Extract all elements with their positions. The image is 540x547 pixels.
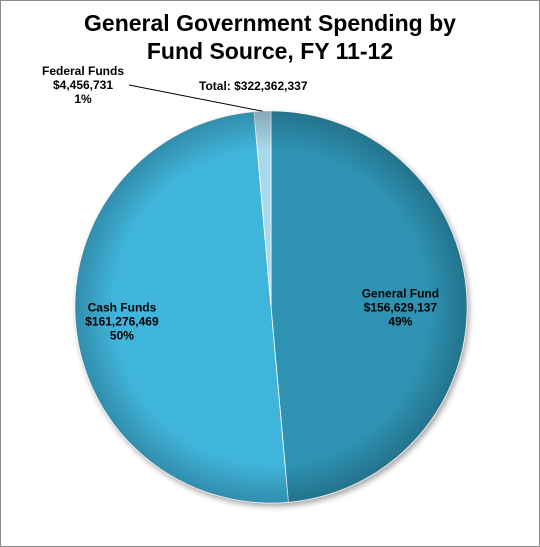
slice-percent: 1% [74, 92, 92, 106]
slice-name: General Fund [362, 287, 439, 301]
slice-value: $4,456,731 [53, 78, 113, 92]
slice-label-federal-funds: Federal Funds $4,456,731 1% [42, 64, 124, 106]
chart-title-line-2: Fund Source, FY 11-12 [146, 38, 394, 64]
slice-percent: 50% [110, 329, 134, 343]
slice-label-cash-funds: Cash Funds $161,276,469 50% [85, 301, 159, 343]
chart-title: General Government Spending by Fund Sour… [1, 9, 539, 65]
slice-label-general-fund: General Fund $156,629,137 49% [362, 287, 439, 329]
slice-value: $161,276,469 [85, 315, 159, 329]
slice-name: Cash Funds [88, 301, 157, 315]
federal-funds-leader-line [128, 84, 263, 112]
slice-value: $156,629,137 [364, 301, 438, 315]
slice-name: Federal Funds [42, 64, 124, 78]
chart-title-line-1: General Government Spending by [84, 10, 456, 36]
total-label: Total: $322,362,337 [199, 79, 308, 93]
pie-labels: General Fund $156,629,137 49% Cash Funds $16… [42, 64, 439, 343]
slice-percent: 49% [388, 315, 412, 329]
